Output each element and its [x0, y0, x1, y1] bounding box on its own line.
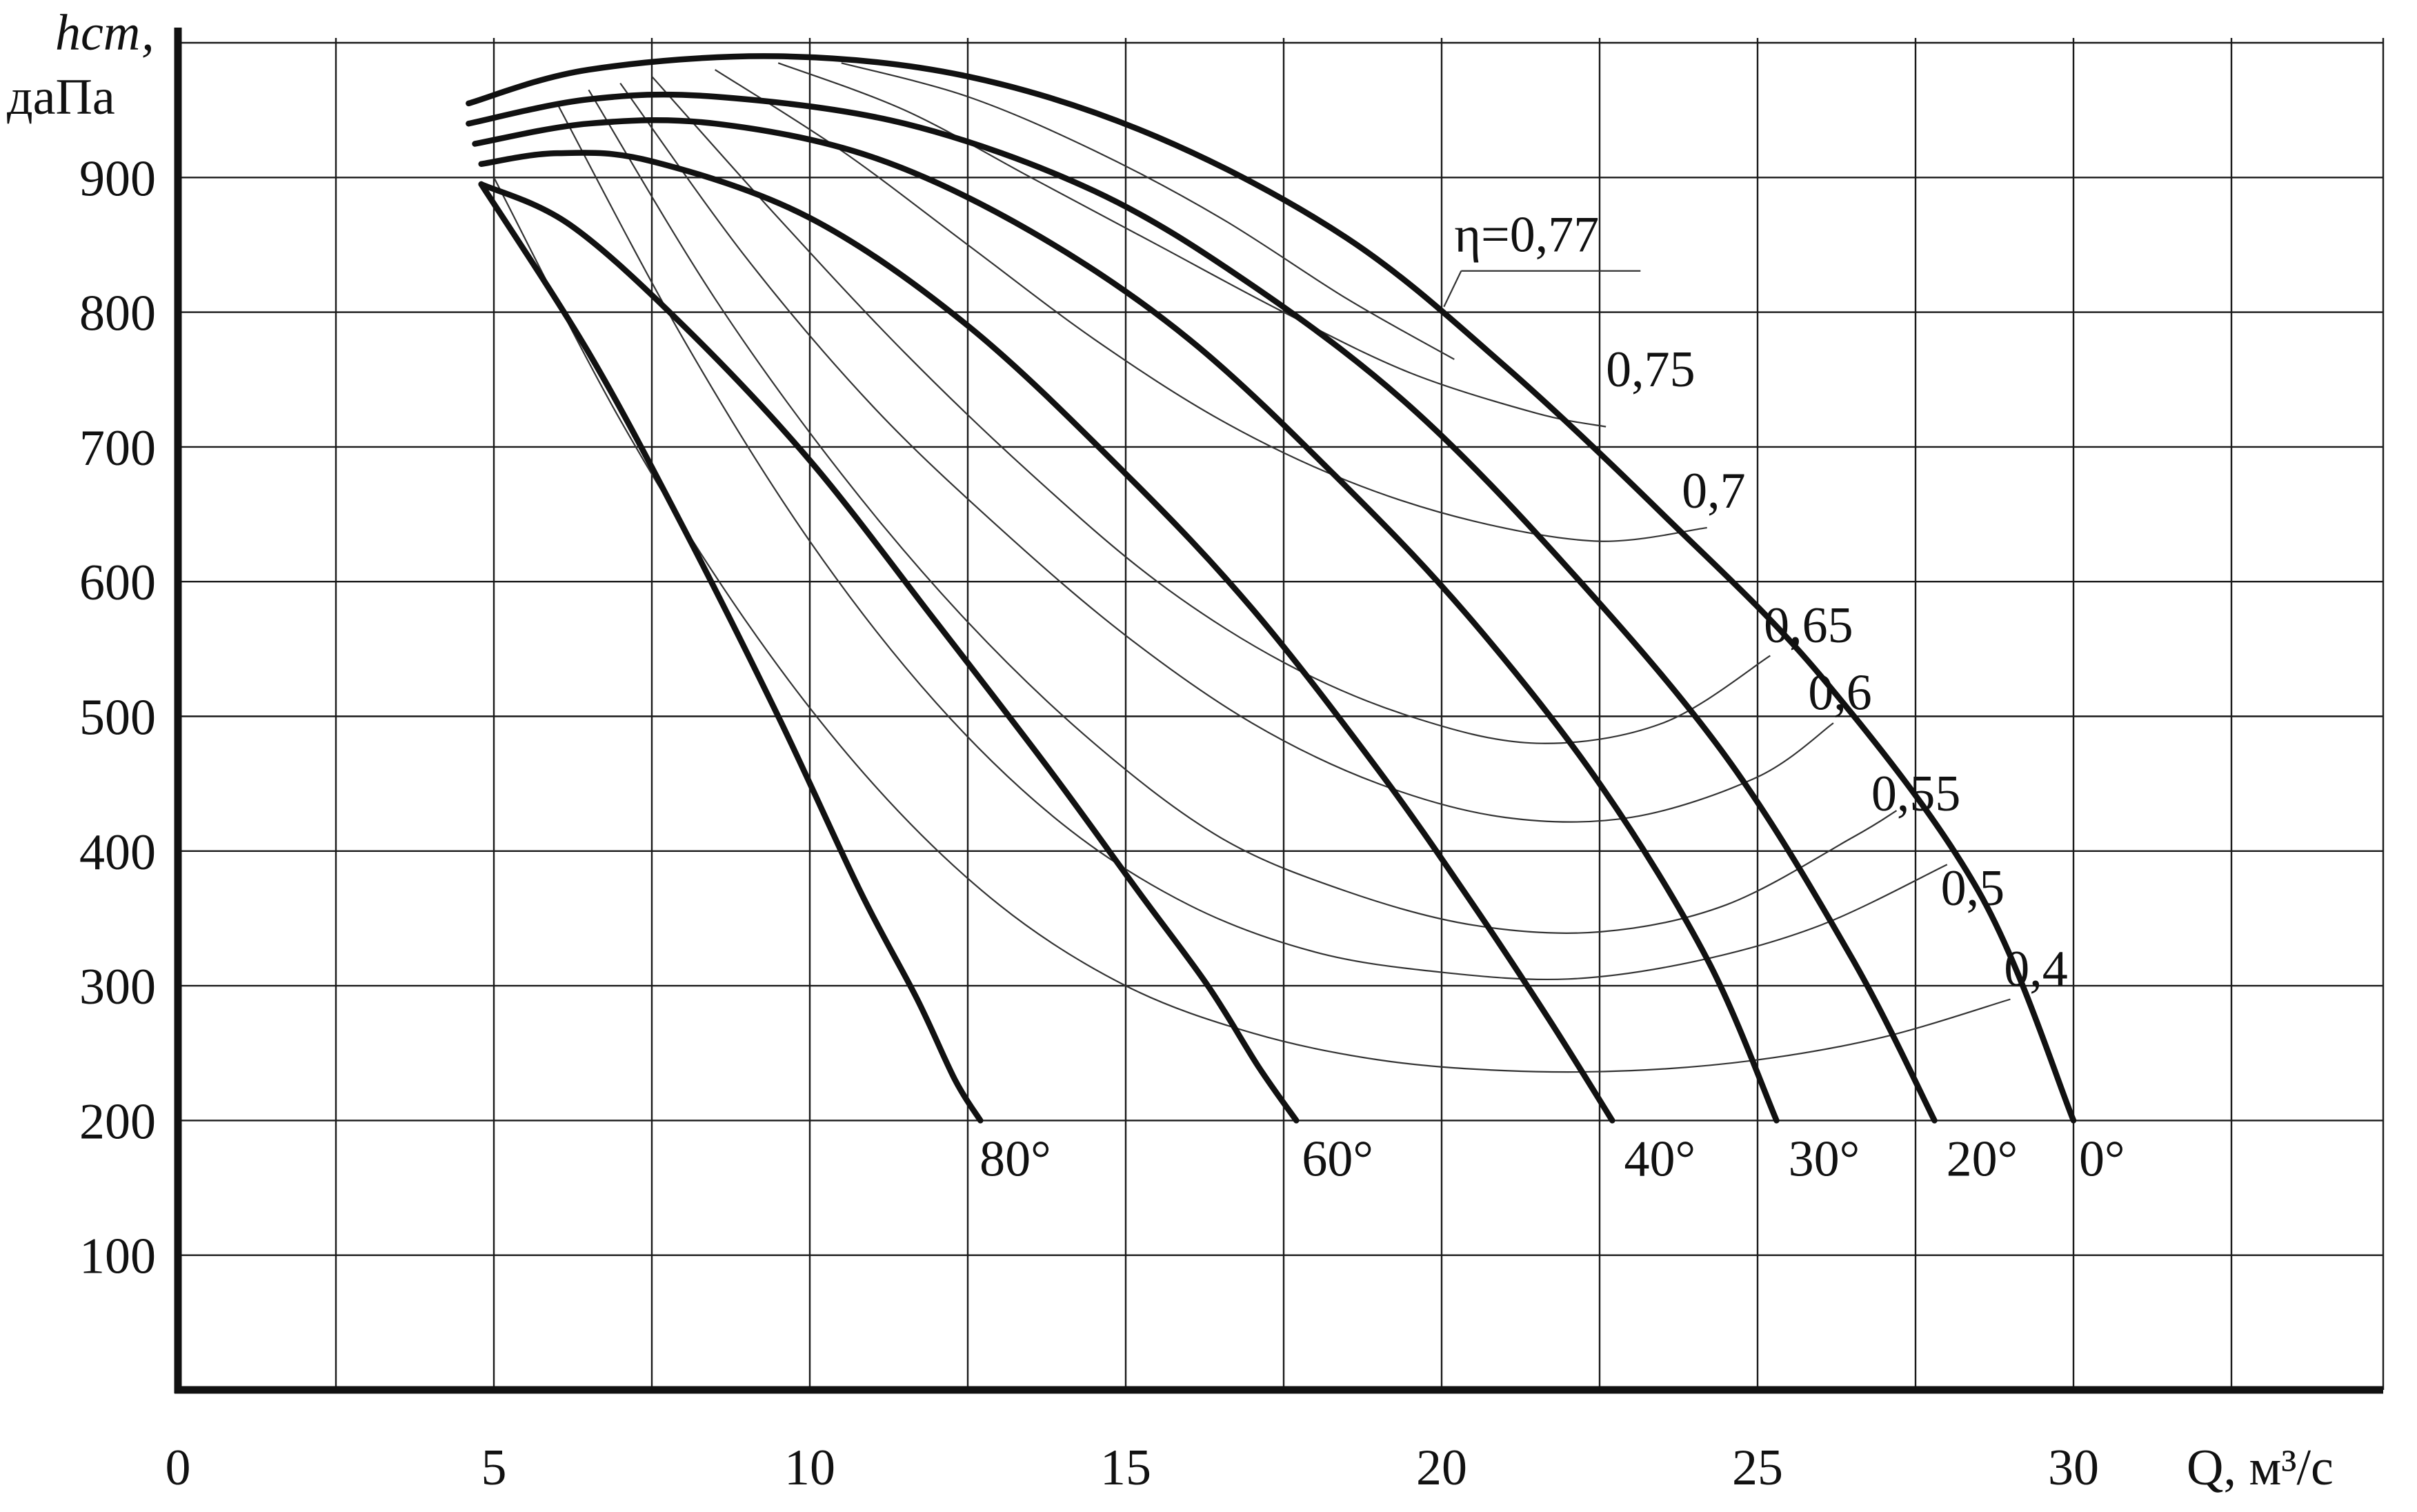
- pressure-curves: [466, 53, 2077, 1124]
- angle-label: 60°: [1302, 1131, 1373, 1187]
- y-tick-label: 400: [79, 824, 156, 881]
- efficiency-label: 0,7: [1682, 463, 1746, 519]
- x-tick-label: 20: [1416, 1440, 1467, 1496]
- efficiency-label: 0,6: [1808, 665, 1872, 722]
- efficiency-curve: [651, 76, 1771, 744]
- efficiency-curve: [619, 82, 1834, 823]
- pressure-curve: [466, 91, 1938, 1124]
- x-tick-label: 15: [1100, 1440, 1151, 1496]
- pressure-curve: [466, 53, 2077, 1124]
- efficiency-curve: [715, 69, 1707, 542]
- y-tick-label: 800: [79, 286, 156, 342]
- efficiency-label: 0,5: [1941, 860, 2005, 917]
- x-tick-label: 0: [166, 1440, 191, 1496]
- efficiency-label: 0,55: [1871, 766, 1961, 822]
- x-axis-label: Q, м³/с: [2187, 1440, 2334, 1496]
- x-tick-label: 30: [2048, 1440, 2099, 1496]
- y-tick-label: 500: [79, 690, 156, 746]
- efficiency-label: 0,65: [1764, 597, 1853, 654]
- pressure-curve: [478, 181, 984, 1124]
- efficiency-curve: [841, 62, 1455, 360]
- x-tick-label: 25: [1732, 1440, 1783, 1496]
- y-axis-label-line1: hст,: [55, 5, 155, 61]
- y-tick-label: 900: [79, 150, 156, 207]
- y-tick-label: 200: [79, 1093, 156, 1150]
- efficiency-curve: [556, 103, 1948, 981]
- grid: [178, 38, 2385, 1390]
- efficiency-label: 0,75: [1606, 341, 1695, 398]
- angle-label: 40°: [1624, 1131, 1695, 1187]
- efficiency-curve: [588, 89, 1898, 934]
- axes: [174, 28, 2383, 1394]
- y-axis-label-line2: даПа: [7, 69, 115, 126]
- pressure-curve: [478, 181, 1300, 1124]
- pressure-curve: [478, 150, 1615, 1124]
- x-tick-label: 5: [481, 1440, 507, 1496]
- efficiency-curves: [493, 62, 2011, 1073]
- angle-label: 30°: [1789, 1131, 1860, 1187]
- angle-label: 20°: [1947, 1131, 2018, 1187]
- efficiency-label: 0,4: [2004, 941, 2068, 997]
- curve-labels: 80° 60° 40° 30° 20° 0° η=0,77 0,75 0,7 0,65 0,6 0,5…: [979, 207, 2125, 1188]
- efficiency-label: η=0,77: [1454, 207, 1599, 263]
- y-tick-label: 600: [79, 555, 156, 611]
- efficiency-label-leader: [1443, 270, 1462, 308]
- x-tick-label: 10: [784, 1440, 835, 1496]
- efficiency-curve: [777, 62, 1607, 428]
- axis-titles: hст, даПа Q, м³/с: [7, 5, 2334, 1496]
- y-tick-label: 300: [79, 959, 156, 1015]
- angle-label: 0°: [2079, 1131, 2125, 1187]
- y-tick-label: 700: [79, 420, 156, 477]
- efficiency-curve: [493, 177, 2011, 1073]
- angle-label: 80°: [979, 1131, 1051, 1187]
- y-axis-label: hст, даПа: [7, 5, 155, 126]
- tick-labels: 0 5 10 15 20 25 30 100 200 300 400 500 600 700 800 900: [79, 150, 2099, 1496]
- y-tick-label: 100: [79, 1228, 156, 1285]
- pressure-curve: [472, 117, 1780, 1124]
